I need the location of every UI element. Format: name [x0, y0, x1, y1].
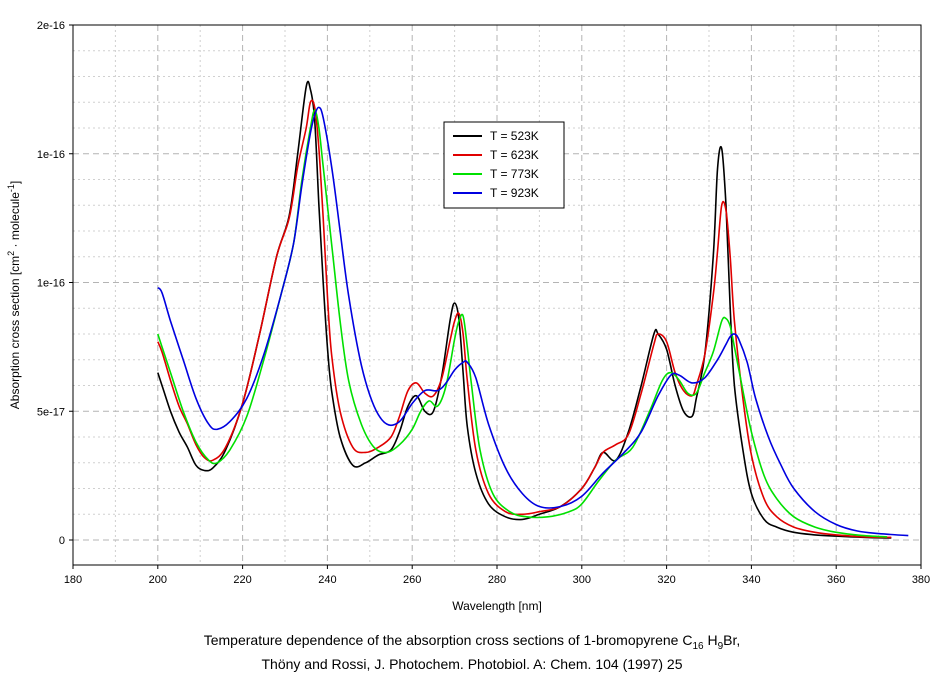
series-line-4: [157, 106, 909, 537]
y-tick-label: 2e-16: [37, 20, 65, 32]
x-tick-label: 320: [657, 574, 675, 586]
y-tick-label: 1e-16: [37, 149, 65, 161]
figure-caption-line-2: Thöny and Rossi, J. Photochem. Photobiol…: [261, 656, 683, 672]
x-tick-label: 260: [403, 574, 421, 586]
y-axis-title: Absorption cross section [cm2 · molecule…: [6, 181, 22, 409]
grid-lines: [73, 25, 921, 565]
x-tick-label: 300: [573, 574, 591, 586]
x-tick-label: 200: [149, 574, 167, 586]
y-tick-label: 0: [59, 535, 65, 547]
x-tick-label: 240: [318, 574, 336, 586]
x-tick-label: 220: [233, 574, 251, 586]
x-tick-label: 360: [827, 574, 845, 586]
legend-label-2: T = 623K: [490, 148, 539, 162]
x-tick-label: 280: [488, 574, 506, 586]
figure-caption-line-1: Temperature dependence of the absorption…: [203, 632, 741, 652]
x-axis-title: Wavelength [nm]: [452, 599, 542, 613]
legend-label-4: T = 923K: [490, 186, 539, 200]
x-tick-label: 380: [912, 574, 930, 586]
x-tick-label: 180: [64, 574, 82, 586]
y-axis: 0 5e-17 1e-16 1e-16 2e-16: [37, 20, 73, 547]
x-tick-label: 340: [742, 574, 760, 586]
x-axis: 180 200 220 240 260 280 300 320 340 360 380: [64, 565, 930, 586]
legend: T = 523K T = 623K T = 773K T = 923K: [443, 121, 565, 209]
series-line-2: [157, 99, 892, 539]
legend-label-3: T = 773K: [490, 167, 539, 181]
y-tick-label: 1e-16: [37, 278, 65, 290]
legend-label-1: T = 523K: [490, 129, 539, 143]
series-lines: [157, 80, 909, 539]
y-tick-label: 5e-17: [37, 406, 65, 418]
